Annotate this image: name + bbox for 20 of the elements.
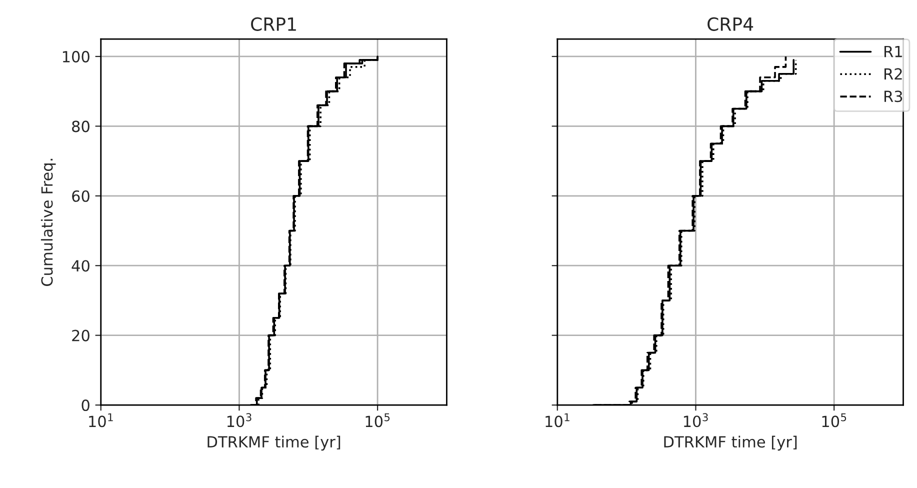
chart-title: CRP1 xyxy=(251,17,296,31)
legend-label: R1 xyxy=(884,46,902,58)
x-tick-label: 10$^{3}$ xyxy=(684,413,708,428)
y-tick-label: 0 xyxy=(82,400,90,412)
x-tick-label: 10$^{5}$ xyxy=(822,413,846,428)
x-tick-label: 10$^{1}$ xyxy=(89,413,113,428)
legend-label: R2 xyxy=(884,68,902,80)
x-tick-label: 10$^{1}$ xyxy=(546,413,570,428)
y-tick-label: 100 xyxy=(62,50,90,62)
x-tick-label: 10$^{5}$ xyxy=(366,413,390,428)
chart-title: CRP4 xyxy=(708,17,754,31)
y-tick-label: 20 xyxy=(72,330,90,342)
y-tick-label: 60 xyxy=(72,190,90,202)
y-tick-label: 80 xyxy=(72,120,90,132)
y-tick-label: 40 xyxy=(72,260,90,272)
x-tick-label: 10$^{3}$ xyxy=(227,413,252,428)
x-axis-title: DTRKMF time [yr] xyxy=(664,436,797,451)
x-axis-title: DTRKMF time [yr] xyxy=(208,436,340,451)
legend-label: R3 xyxy=(884,90,902,102)
y-axis-title: Cumulative Freq. xyxy=(40,158,56,286)
